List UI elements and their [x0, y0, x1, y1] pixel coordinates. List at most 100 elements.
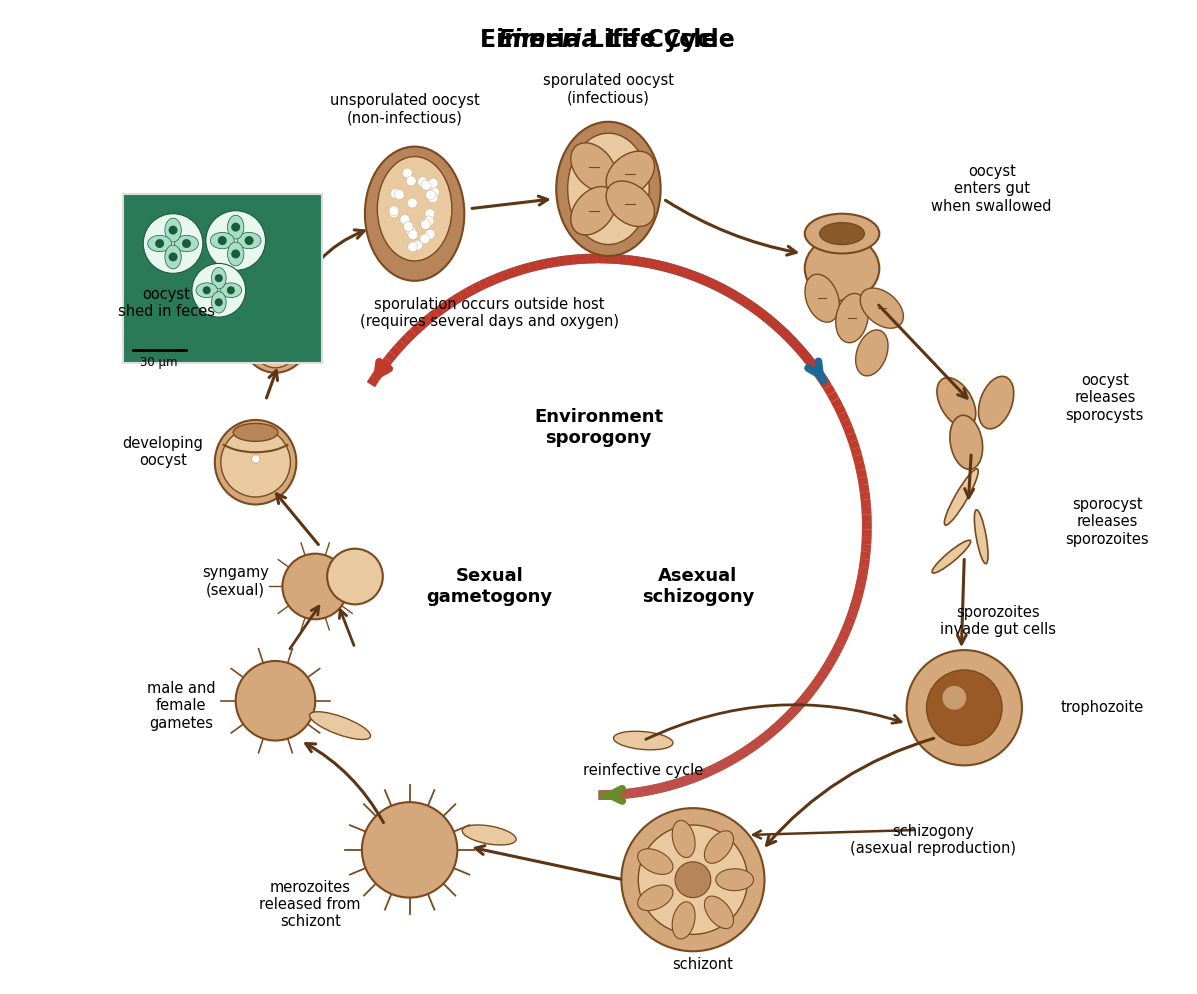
- Circle shape: [400, 215, 409, 225]
- Circle shape: [638, 825, 748, 934]
- Ellipse shape: [212, 267, 226, 289]
- Ellipse shape: [165, 246, 181, 268]
- Circle shape: [206, 211, 266, 270]
- Ellipse shape: [606, 181, 655, 227]
- Circle shape: [430, 187, 439, 197]
- Text: male and
female
gametes: male and female gametes: [147, 681, 215, 731]
- Ellipse shape: [974, 510, 988, 564]
- Ellipse shape: [233, 423, 278, 441]
- Circle shape: [251, 455, 260, 463]
- Ellipse shape: [165, 219, 181, 243]
- Circle shape: [327, 549, 383, 604]
- Ellipse shape: [567, 133, 649, 245]
- Ellipse shape: [175, 236, 199, 251]
- Circle shape: [281, 325, 292, 335]
- Circle shape: [144, 214, 202, 273]
- Text: syngamy
(sexual): syngamy (sexual): [202, 566, 269, 597]
- Circle shape: [621, 808, 765, 951]
- Text: sporulated oocyst
(infectious): sporulated oocyst (infectious): [543, 74, 674, 105]
- Circle shape: [418, 177, 427, 187]
- Circle shape: [251, 455, 260, 463]
- Ellipse shape: [227, 216, 244, 240]
- Circle shape: [942, 686, 966, 710]
- Ellipse shape: [147, 236, 171, 251]
- Ellipse shape: [704, 831, 734, 864]
- Circle shape: [281, 325, 292, 335]
- Text: trophozoite: trophozoite: [1061, 700, 1144, 716]
- Circle shape: [192, 263, 245, 317]
- Circle shape: [281, 325, 292, 335]
- Circle shape: [218, 237, 226, 246]
- Circle shape: [231, 249, 241, 258]
- Ellipse shape: [614, 732, 673, 749]
- Circle shape: [244, 237, 254, 246]
- Circle shape: [429, 178, 438, 188]
- Ellipse shape: [638, 849, 673, 875]
- Circle shape: [182, 240, 192, 248]
- Text: schizont: schizont: [673, 956, 734, 972]
- Ellipse shape: [861, 288, 904, 328]
- Circle shape: [281, 325, 292, 335]
- Circle shape: [281, 325, 292, 335]
- Circle shape: [281, 325, 292, 335]
- Ellipse shape: [238, 283, 312, 373]
- Text: Life Cycle: Life Cycle: [598, 28, 735, 52]
- Text: unsporulated oocyst
(non-infectious): unsporulated oocyst (non-infectious): [330, 93, 480, 125]
- Ellipse shape: [638, 885, 673, 911]
- Text: merozoites
released from
schizont: merozoites released from schizont: [260, 880, 361, 929]
- Circle shape: [389, 208, 399, 218]
- Circle shape: [421, 180, 431, 190]
- Ellipse shape: [310, 712, 371, 740]
- Ellipse shape: [820, 223, 864, 245]
- Circle shape: [227, 286, 235, 294]
- Circle shape: [251, 455, 260, 463]
- Circle shape: [408, 242, 418, 251]
- Circle shape: [425, 209, 435, 219]
- Ellipse shape: [932, 540, 971, 574]
- Circle shape: [251, 455, 260, 463]
- Circle shape: [251, 455, 260, 463]
- Ellipse shape: [673, 902, 695, 939]
- Text: sporozoites
invade gut cells: sporozoites invade gut cells: [940, 605, 1056, 637]
- Circle shape: [395, 190, 405, 200]
- Text: Sexual
gametogony: Sexual gametogony: [426, 567, 552, 606]
- Circle shape: [420, 234, 430, 244]
- Text: reinfective cycle: reinfective cycle: [583, 762, 704, 778]
- Ellipse shape: [237, 233, 261, 248]
- Circle shape: [282, 554, 348, 619]
- Circle shape: [281, 325, 292, 335]
- Circle shape: [408, 230, 418, 240]
- Ellipse shape: [606, 151, 655, 197]
- Circle shape: [427, 193, 438, 203]
- Circle shape: [390, 189, 400, 199]
- Ellipse shape: [571, 143, 616, 191]
- Ellipse shape: [836, 293, 868, 343]
- Ellipse shape: [673, 820, 695, 858]
- FancyBboxPatch shape: [123, 194, 322, 363]
- Circle shape: [156, 240, 164, 248]
- Ellipse shape: [211, 233, 235, 248]
- Ellipse shape: [978, 377, 1014, 428]
- Text: oocyst
enters gut
when swallowed: oocyst enters gut when swallowed: [931, 164, 1052, 214]
- Circle shape: [169, 252, 177, 261]
- Ellipse shape: [804, 237, 880, 300]
- Circle shape: [413, 241, 423, 250]
- Circle shape: [214, 298, 223, 306]
- Circle shape: [220, 427, 291, 497]
- Circle shape: [281, 325, 292, 335]
- Circle shape: [281, 325, 292, 335]
- Text: Eimeria: Eimeria: [498, 28, 598, 52]
- Text: schizogony
(asexual reproduction): schizogony (asexual reproduction): [850, 824, 1016, 856]
- Circle shape: [425, 230, 435, 240]
- Ellipse shape: [716, 869, 754, 891]
- Text: Environment
sporogony: Environment sporogony: [534, 408, 663, 447]
- Circle shape: [403, 222, 413, 232]
- Ellipse shape: [196, 283, 218, 297]
- Circle shape: [389, 206, 399, 216]
- Circle shape: [251, 455, 260, 463]
- Ellipse shape: [557, 121, 661, 255]
- Ellipse shape: [950, 415, 983, 469]
- Ellipse shape: [804, 214, 880, 253]
- Text: sporulation occurs outside host
(requires several days and oxygen): sporulation occurs outside host (require…: [359, 297, 619, 329]
- Circle shape: [407, 198, 418, 208]
